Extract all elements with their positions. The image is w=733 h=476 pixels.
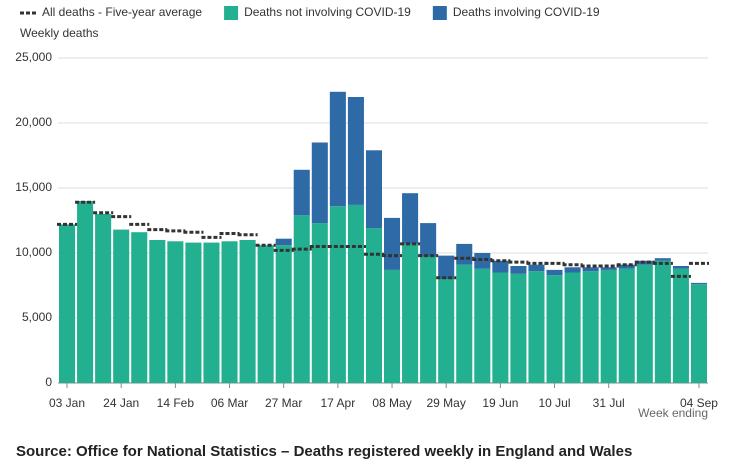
bar-segment (59, 224, 76, 383)
bar-segment (600, 267, 617, 270)
y-tick-label: 15,000 (15, 180, 52, 194)
y-tick-label: 20,000 (15, 115, 52, 129)
bar-segment (365, 150, 382, 229)
bar-segment (636, 264, 653, 383)
bar-segment (131, 232, 148, 383)
bar-segment (618, 264, 635, 269)
bar-segment (492, 272, 509, 383)
legend-swatch (432, 6, 447, 20)
bar-segment (221, 241, 238, 383)
bar-segment (582, 271, 599, 383)
x-tick-label: 10 Jul (539, 396, 571, 410)
bar-segment (438, 279, 455, 383)
bar-segment (384, 217, 401, 270)
x-tick-label: 17 Apr (321, 396, 356, 410)
bar-segment (329, 91, 346, 207)
bar-segment (474, 268, 491, 383)
bar-segment (510, 273, 527, 383)
bar-segment (311, 223, 328, 383)
bar-segment (546, 269, 563, 276)
x-axis-label: Week ending (638, 406, 708, 420)
bar-segment (618, 268, 635, 383)
bar-segment (293, 215, 310, 383)
bar-segment (77, 201, 94, 383)
bar-segment (672, 268, 689, 383)
bar-segment (365, 228, 382, 383)
x-tick-label: 31 Jul (593, 396, 625, 410)
legend-label: Deaths involving COVID-19 (453, 5, 600, 19)
bar-segment (402, 193, 419, 244)
bar-segment (654, 258, 671, 261)
bar-segment (546, 275, 563, 383)
y-tick-label: 10,000 (15, 245, 52, 259)
x-tick-label: 04 Sep (680, 396, 718, 410)
bar-segment (438, 255, 455, 279)
bar-segment (113, 229, 130, 383)
bar-segment (690, 282, 707, 285)
bar-segment (474, 253, 491, 269)
bar-segment (564, 272, 581, 383)
bar-segment (492, 260, 509, 273)
bar-segment (347, 204, 364, 383)
bar-segment (600, 269, 617, 383)
bar-segment (654, 260, 671, 383)
x-tick-label: 19 Jun (482, 396, 518, 410)
x-tick-label: 06 Mar (211, 396, 248, 410)
bar-segment (402, 243, 419, 383)
bar-segment (510, 266, 527, 274)
y-tick-label: 5,000 (22, 310, 52, 324)
bar-segment (456, 243, 473, 265)
bar-segment (239, 240, 256, 383)
legend-label: Deaths not involving COVID-19 (244, 5, 411, 19)
bar-segment (528, 271, 545, 383)
bar-segment (347, 97, 364, 205)
bar-segment (311, 142, 328, 224)
bar-segment (420, 256, 437, 383)
x-tick-label: 27 Mar (265, 396, 302, 410)
bar-segment (672, 266, 689, 269)
bar-segment (275, 238, 292, 246)
bar-segment (293, 169, 310, 216)
bar-segment (690, 284, 707, 383)
bar-segment (203, 242, 220, 383)
bar-segment (149, 240, 166, 383)
x-tick-label: 03 Jan (49, 396, 85, 410)
bar-segment (257, 245, 274, 383)
bar-segment (456, 264, 473, 383)
bar-segment (582, 267, 599, 272)
x-tick-label: 29 May (427, 396, 466, 410)
bar-segment (384, 269, 401, 383)
bar-segment (636, 260, 653, 265)
bar-segment (95, 214, 112, 383)
bar-segment (185, 242, 202, 383)
x-tick-label: 24 Jan (103, 396, 139, 410)
y-tick-label: 25,000 (15, 50, 52, 64)
x-tick-label: 08 May (372, 396, 411, 410)
y-tick-label: 0 (45, 375, 52, 389)
source: Source: Office for National Statistics –… (16, 443, 632, 460)
legend-swatch (224, 6, 239, 20)
bar-segment (420, 223, 437, 257)
bar-segment (329, 206, 346, 383)
bar-segment (528, 264, 545, 272)
legend-label: All deaths - Five-year average (42, 5, 202, 19)
bar-segment (167, 241, 184, 383)
bar-segment (275, 245, 292, 383)
y-axis-label: Weekly deaths (20, 26, 99, 40)
x-tick-label: 14 Feb (157, 396, 195, 410)
bar-segment (564, 267, 581, 273)
